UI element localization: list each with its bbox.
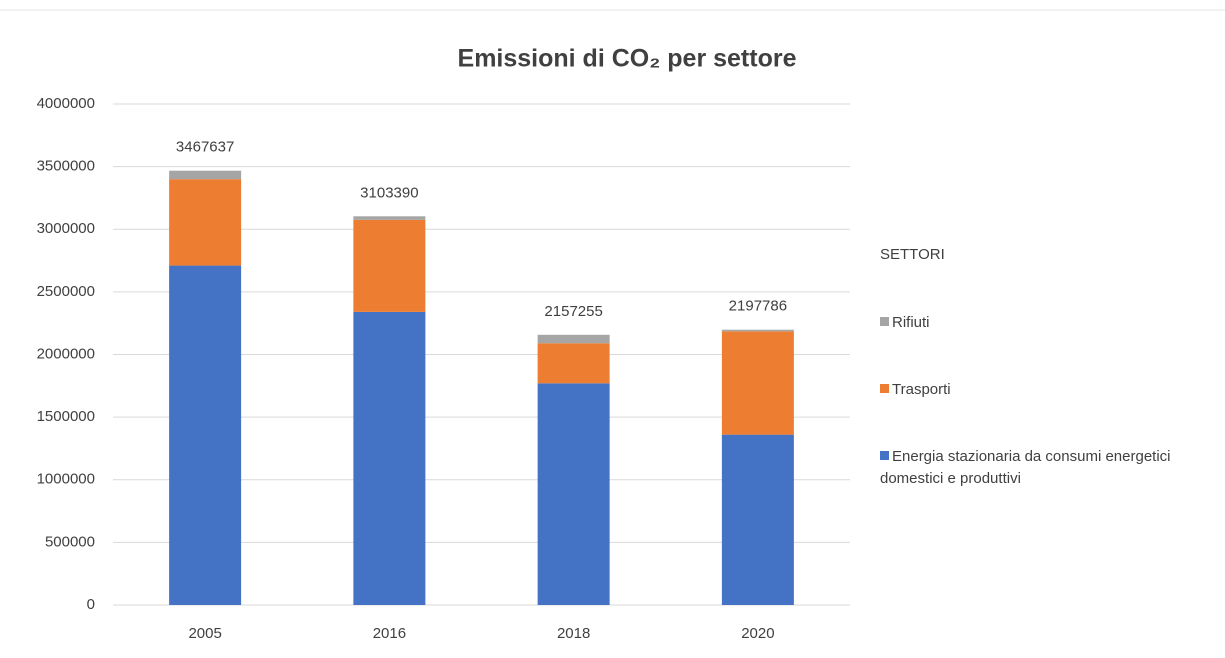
bar-segment [169,170,242,180]
y-tick-label: 3500000 [37,158,95,175]
x-tick-label: 2018 [557,625,590,642]
y-tick-label: 2500000 [37,283,95,300]
bar-segment [353,219,426,312]
legend-swatch [880,451,889,460]
y-tick-label: 1000000 [37,471,95,488]
y-tick-label: 2000000 [37,345,95,362]
legend-label: Energia stazionaria da consumi energetic… [880,448,1171,487]
legend-swatch [880,384,889,393]
total-label: 3103390 [360,184,418,201]
legend-item: Rifiuti [880,312,1220,334]
y-tick-label: 500000 [45,533,95,550]
total-label: 3467637 [176,139,234,156]
bar-segment [353,311,426,605]
y-tick-label: 3000000 [37,220,95,237]
chart-title: Emissioni di CO₂ per settore [458,45,797,73]
bar-segment [721,331,794,435]
bar-segment [721,329,794,332]
legend-swatch [880,317,889,326]
bar-segment [537,383,610,605]
legend-title: SETTORI [880,246,945,263]
bar-segment [537,334,610,344]
total-label: 2157255 [544,303,602,320]
legend-label: Trasporti [892,381,951,398]
bar-segment [537,343,610,384]
legend-item: Energia stazionaria da consumi energetic… [880,446,1220,490]
x-tick-label: 2005 [188,625,221,642]
bar-segment [353,216,426,220]
bar-segment [169,179,242,266]
total-label: 2197786 [729,298,787,315]
y-tick-label: 0 [87,596,95,613]
legend-item: Trasporti [880,379,1220,401]
bar-segment [169,265,242,605]
legend-label: Rifiuti [892,314,930,331]
bar-segment [721,434,794,605]
y-tick-label: 4000000 [37,95,95,112]
x-tick-label: 2016 [373,625,406,642]
x-tick-label: 2020 [741,625,774,642]
y-tick-label: 1500000 [37,408,95,425]
